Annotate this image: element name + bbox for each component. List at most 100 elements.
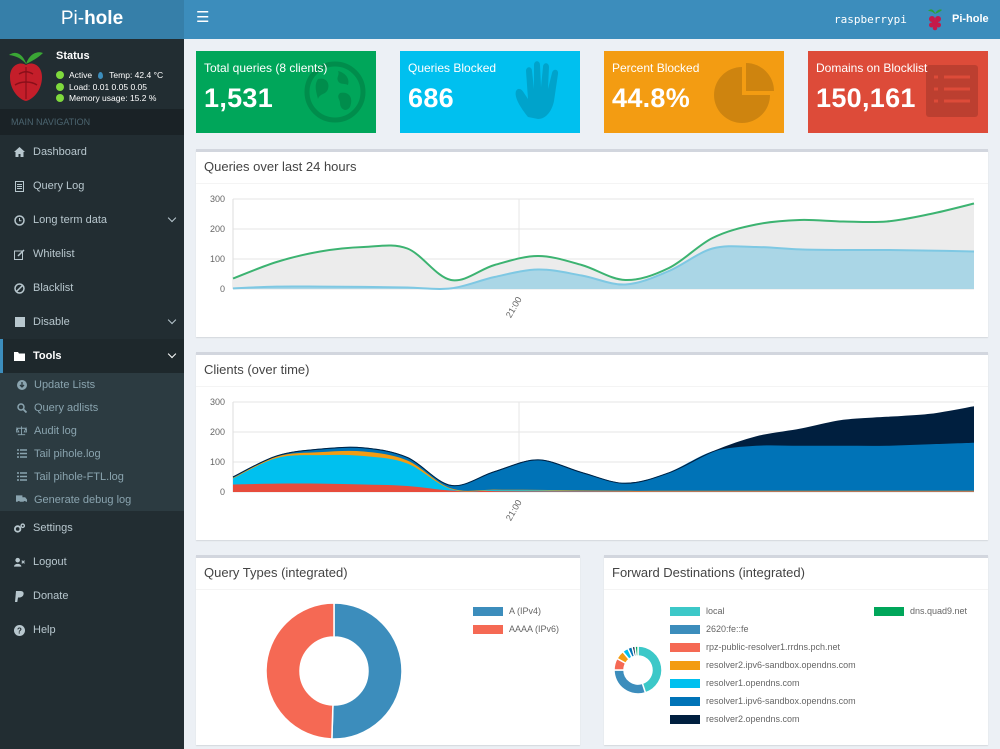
clients-over-time-panel: Clients (over time) 0 100 200 300 21:00 [196, 352, 988, 540]
list-alt-icon [926, 65, 978, 117]
sidebar-item-whitelist[interactable]: Whitelist [0, 237, 184, 271]
sidebar-item-long-term-data[interactable]: Long term data [0, 203, 184, 237]
status-memory-line: Memory usage: 15.2 % [56, 93, 156, 103]
submenu-item-debug-log[interactable]: Generate debug log [0, 488, 184, 511]
queries-blocked-box[interactable]: Queries Blocked 686 [400, 51, 580, 133]
submenu-item-label: Generate debug log [34, 493, 132, 506]
legend-item[interactable]: A (IPv4) [473, 606, 541, 616]
chevron-down-icon [167, 349, 177, 359]
legend-item[interactable]: 2620:fe::fe [670, 624, 749, 634]
legend-item[interactable]: dns.quad9.net [874, 606, 967, 616]
legend-label: dns.quad9.net [910, 606, 968, 616]
hostname: raspberrypi [834, 13, 907, 26]
area-series [233, 442, 974, 491]
sidebar-item-label: Help [33, 624, 56, 636]
legend-item[interactable]: local [670, 606, 725, 616]
legend-swatch [473, 624, 503, 634]
legend-item[interactable]: AAAA (IPv6) [473, 624, 559, 634]
submenu-item-query-adlists[interactable]: Query adlists [0, 396, 184, 419]
user-menu[interactable]: Pi-hole [926, 6, 989, 32]
sidebar-item-label: Tools [33, 350, 62, 362]
edit-icon [14, 248, 25, 260]
pie-chart-icon [714, 63, 774, 123]
submenu-item-label: Tail pihole.log [34, 447, 101, 460]
status-title: Status [56, 50, 90, 62]
sidebar-item-settings[interactable]: Settings [0, 511, 184, 545]
donut-slice[interactable] [331, 602, 403, 740]
status-active: Active [69, 70, 93, 80]
submenu-item-tail-ftl-log[interactable]: Tail pihole-FTL.log [0, 465, 184, 488]
percent-blocked-box[interactable]: Percent Blocked 44.8% [604, 51, 784, 133]
sidebar-item-donate[interactable]: Donate [0, 579, 184, 613]
y-tick-label: 0 [220, 284, 225, 294]
submenu-item-audit-log[interactable]: Audit log [0, 419, 184, 442]
y-tick-label: 100 [210, 254, 225, 264]
sidebar-item-help[interactable]: ? Help [0, 613, 184, 647]
queries-blocked-label: Queries Blocked [408, 61, 497, 75]
legend-swatch [473, 606, 503, 616]
svg-text:?: ? [17, 626, 22, 635]
raspberry-icon [928, 9, 942, 31]
panel-divider [196, 589, 580, 590]
temperature-icon [98, 71, 104, 79]
sidebar-item-label: Logout [33, 556, 67, 568]
legend-item[interactable]: rpz-public-resolver1.rrdns.pch.net [670, 642, 840, 652]
query-types-chart[interactable] [196, 558, 580, 745]
area-series [233, 246, 974, 290]
sidebar-item-dashboard[interactable]: Dashboard [0, 135, 184, 169]
logo-text-bold: hole [84, 8, 124, 29]
clients-over-time-chart[interactable]: 0 100 200 300 21:00 [196, 355, 988, 540]
forward-destinations-chart[interactable] [604, 558, 988, 745]
donut-slice[interactable] [613, 669, 647, 695]
x-tick-label: 21:00 [504, 498, 524, 523]
logo[interactable]: Pi-hole [0, 0, 184, 39]
legend-label: local [706, 606, 725, 616]
sidebar-toggle-icon[interactable]: ☰ [196, 9, 210, 26]
panel-divider [604, 589, 988, 590]
sidebar-item-label: Dashboard [33, 146, 87, 158]
globe-icon [304, 61, 366, 123]
queries-over-time-chart[interactable]: 0 100 200 300 21:00 [196, 152, 988, 337]
percent-blocked-label: Percent Blocked [612, 61, 700, 75]
y-tick-label: 300 [210, 397, 225, 407]
submenu-item-update-lists[interactable]: Update Lists [0, 373, 184, 396]
sidebar-item-logout[interactable]: Logout [0, 545, 184, 579]
legend-swatch [670, 714, 700, 724]
domains-blocklist-box[interactable]: Domains on Blocklist 150,161 [808, 51, 988, 133]
chevron-down-icon [167, 213, 177, 223]
legend-item[interactable]: resolver1.opendns.com [670, 678, 800, 688]
queries-over-time-title: Queries over last 24 hours [204, 159, 357, 174]
user-label: Pi-hole [952, 13, 989, 25]
x-tick-label: 21:00 [504, 295, 524, 320]
load-dot-icon [56, 83, 64, 91]
query-types-panel: Query Types (integrated) A (IPv4) AAAA (I… [196, 555, 580, 745]
legend-item[interactable]: resolver1.ipv6-sandbox.opendns.com [670, 696, 856, 706]
submenu-item-label: Query adlists [34, 401, 99, 414]
donut-slice[interactable] [634, 645, 639, 657]
status-panel: Status Active Temp: 42.4 °C Load: 0.01 0… [0, 39, 184, 109]
sidebar-item-query-log[interactable]: Query Log [0, 169, 184, 203]
clock-icon [14, 214, 25, 226]
memory-dot-icon [56, 94, 64, 102]
legend-item[interactable]: resolver2.opendns.com [670, 714, 800, 724]
folder-open-icon [14, 351, 25, 362]
status-load: Load: 0.01 0.05 0.05 [69, 82, 147, 92]
domains-blocklist-label: Domains on Blocklist [816, 61, 928, 75]
sidebar-item-disable[interactable]: Disable [0, 305, 184, 339]
legend-label: resolver2.ipv6-sandbox.opendns.com [706, 660, 856, 670]
user-times-icon [14, 557, 25, 568]
sidebar-item-tools[interactable]: Tools [0, 339, 184, 373]
legend-item[interactable]: resolver2.ipv6-sandbox.opendns.com [670, 660, 856, 670]
balance-scale-icon [16, 425, 27, 436]
total-queries-box[interactable]: Total queries (8 clients) 1,531 [196, 51, 376, 133]
legend-swatch [670, 642, 700, 652]
tools-submenu: Update Lists Query adlists Audit log Tai… [0, 373, 184, 511]
gears-icon [14, 522, 25, 534]
sidebar-item-blacklist[interactable]: Blacklist [0, 271, 184, 305]
submenu-item-label: Update Lists [34, 378, 96, 391]
legend-label: A (IPv4) [509, 606, 542, 616]
donut-slice[interactable] [265, 602, 335, 740]
submenu-item-tail-pihole-log[interactable]: Tail pihole.log [0, 442, 184, 465]
top-navbar: ☰ raspberrypi Pi-hole [184, 0, 1000, 39]
series-line [232, 202, 975, 282]
